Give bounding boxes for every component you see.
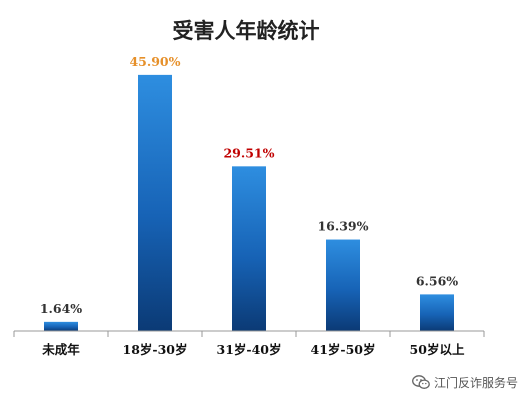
bar-1 [44,321,78,331]
value-label-1: 1.64% [40,301,82,316]
category-label-3: 31岁-40岁 [217,342,282,357]
wechat-icon [412,375,430,390]
watermark: 江门反诈服务号 [412,374,518,391]
bar-3 [232,166,266,331]
watermark-text: 江门反诈服务号 [433,376,518,390]
value-label-4: 16.39% [317,219,368,234]
bar-5 [420,294,454,331]
value-label-2: 45.90% [129,54,180,69]
chart-title: 受害人年龄统计 [173,18,320,43]
category-label-5: 50岁以上 [410,342,465,357]
category-label-4: 41岁-50岁 [311,342,376,357]
category-label-1: 未成年 [41,342,80,357]
category-label-2: 18岁-30岁 [123,342,188,357]
bar-2 [138,74,172,332]
value-label-3: 29.51% [223,145,274,160]
bar-4 [326,239,360,331]
value-label-5: 6.56% [416,273,458,288]
